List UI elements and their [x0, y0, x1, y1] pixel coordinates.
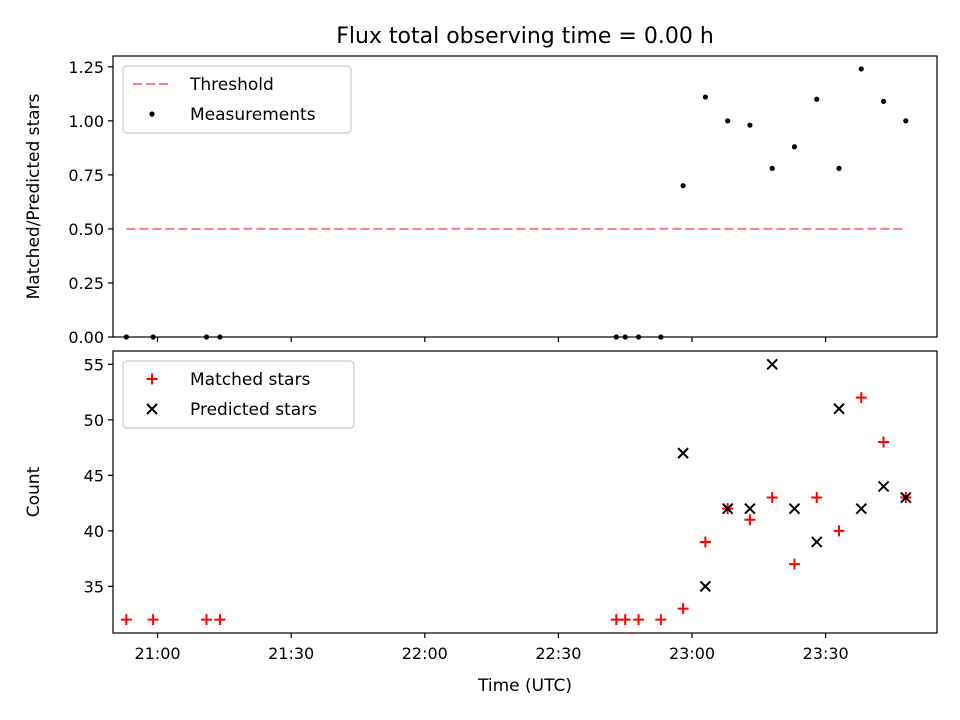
series-predicted-stars: [677, 358, 912, 593]
data-point: [814, 96, 820, 102]
data-point: [811, 536, 823, 548]
y-tick-label: 45: [84, 466, 104, 485]
legend: Threshold Measurements: [122, 65, 352, 134]
y-tick-label: 35: [84, 577, 104, 596]
data-point: [833, 403, 845, 415]
legend-box: [122, 360, 355, 429]
data-point: [677, 447, 689, 459]
data-point: [147, 614, 159, 626]
data-point: [766, 358, 778, 371]
y-tick-label: 0.00: [68, 328, 104, 347]
legend-swatch: [146, 373, 158, 385]
y-axis-label: Count: [24, 466, 44, 517]
y-tick-label: 0.50: [68, 220, 104, 239]
x-tick-label: 21:00: [134, 644, 180, 663]
legend-label: Measurements: [190, 105, 316, 125]
chart-title: Flux total observing time = 0.00 h: [336, 24, 714, 49]
data-point: [791, 144, 798, 150]
data-point: [677, 603, 689, 615]
y-tick-label: 55: [84, 355, 104, 374]
data-point: [699, 580, 712, 593]
y-tick-label: 0.75: [68, 166, 104, 185]
series-matched-stars: [120, 392, 912, 626]
data-point: [655, 614, 667, 626]
y-tick-label: 1.25: [68, 58, 104, 77]
data-point: [721, 502, 734, 515]
data-point: [880, 98, 887, 104]
data-point: [900, 491, 912, 504]
data-point: [214, 614, 226, 626]
legend-label: Threshold: [189, 75, 274, 95]
data-point: [833, 525, 845, 537]
x-tick-label: 22:30: [535, 644, 581, 663]
x-tick-label: 23:00: [669, 644, 715, 663]
legend-swatch: [149, 111, 155, 117]
data-point: [744, 502, 756, 515]
legend-box: [122, 65, 352, 134]
data-point: [855, 392, 867, 404]
y-tick-label: 0.25: [68, 274, 104, 293]
data-point: [878, 436, 890, 448]
plot-frame: [112, 55, 938, 338]
data-point: [120, 614, 132, 626]
y-axis-label: Matched/Predicted stars: [24, 93, 44, 299]
data-point: [702, 94, 708, 100]
data-point: [744, 514, 756, 526]
legend: Matched stars Predicted stars: [122, 360, 355, 429]
data-point: [633, 614, 645, 626]
x-tick-label: 23:30: [803, 644, 849, 663]
data-point: [788, 558, 800, 570]
data-point: [903, 118, 909, 124]
data-point: [836, 165, 842, 171]
legend-label: Matched stars: [190, 370, 310, 390]
data-point: [619, 614, 631, 626]
data-point: [858, 66, 864, 72]
data-point: [201, 614, 213, 626]
x-axis-label: Time (UTC): [477, 676, 572, 696]
plot-frame: [112, 350, 938, 634]
data-point: [747, 122, 753, 128]
y-tick-label: 50: [84, 411, 104, 430]
data-point: [769, 165, 775, 171]
data-point: [788, 502, 801, 515]
data-point: [680, 183, 686, 189]
x-tick-label: 22:00: [402, 644, 448, 663]
data-point: [811, 492, 823, 504]
legend-label: Predicted stars: [190, 400, 317, 420]
y-tick-label: 1.00: [68, 112, 104, 131]
count-plot-panel: 35 40 45 50 55 21:00 21:30 22:00 22:30 23:00 23:30…: [24, 350, 938, 696]
data-point: [855, 502, 867, 515]
data-point: [699, 536, 711, 548]
legend-swatch: [146, 403, 158, 415]
y-tick-label: 40: [84, 522, 104, 541]
data-point: [877, 480, 890, 493]
x-tick-label: 21:30: [268, 644, 314, 663]
data-point: [725, 118, 731, 124]
data-point: [766, 492, 778, 504]
ratio-plot-panel: 0.00 0.25 0.50 0.75 1.00 1.25 Matched/Predicte…: [24, 55, 938, 347]
